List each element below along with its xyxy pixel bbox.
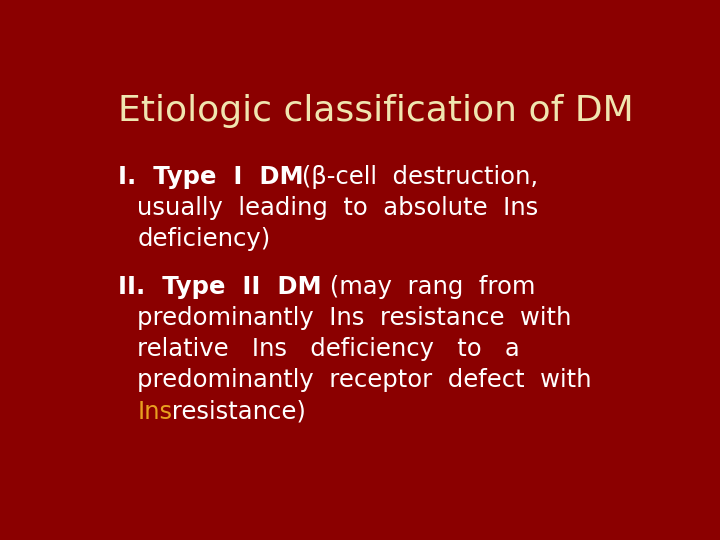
- Text: (may  rang  from: (may rang from: [322, 275, 535, 299]
- Text: Ins: Ins: [138, 400, 173, 423]
- Text: predominantly  Ins  resistance  with: predominantly Ins resistance with: [138, 306, 572, 330]
- Text: II.  Type  II  DM: II. Type II DM: [118, 275, 322, 299]
- Text: Etiologic classification of DM: Etiologic classification of DM: [118, 94, 634, 128]
- Text: predominantly  receptor  defect  with: predominantly receptor defect with: [138, 368, 592, 393]
- Text: (β-cell  destruction,: (β-cell destruction,: [294, 165, 538, 188]
- Text: deficiency): deficiency): [138, 227, 271, 251]
- Text: usually  leading  to  absolute  Ins: usually leading to absolute Ins: [138, 196, 539, 220]
- Text: relative   Ins   deficiency   to   a: relative Ins deficiency to a: [138, 337, 520, 361]
- Text: I.  Type  I  DM: I. Type I DM: [118, 165, 304, 188]
- Text: resistance): resistance): [164, 400, 306, 423]
